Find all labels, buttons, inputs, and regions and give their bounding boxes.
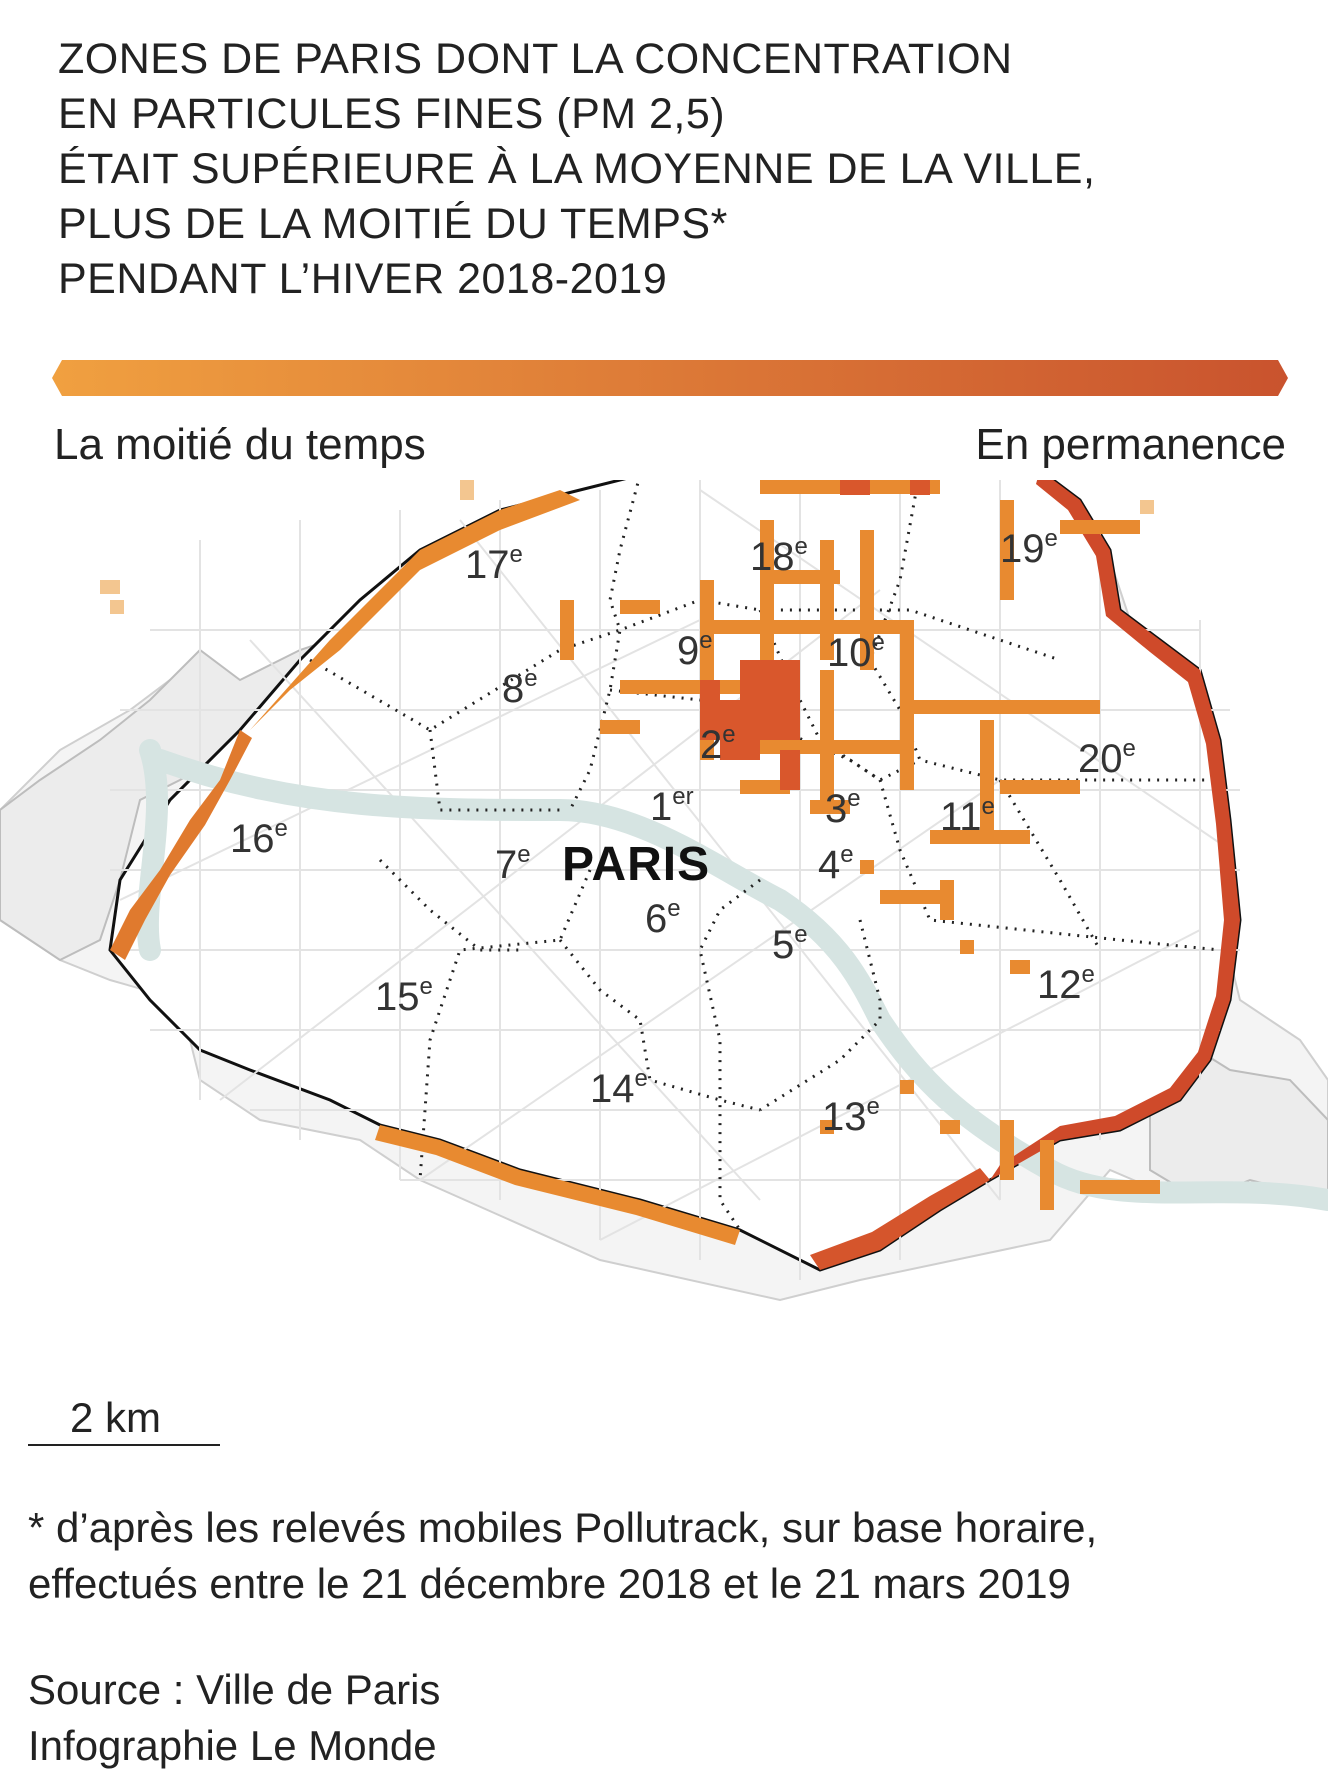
arrondissement-labels: 1er 2e 3e 4e 5e 6e 7e 8e 9e 10e 11e 12e … [230,525,1136,1139]
footnote-line: * d’après les relevés mobiles Pollutrack… [28,1504,1098,1551]
title-line: ZONES DE PARIS DONT LA CONCENTRATION [58,35,1013,83]
arr-label-12: 12e [1037,961,1095,1007]
city-label: PARIS [562,838,710,891]
arr-label-10: 10e [827,629,885,675]
paris-map: 1er 2e 3e 4e 5e 6e 7e 8e 9e 10e 11e 12e … [0,480,1328,1302]
source-credit: Source : Ville de Paris [28,1666,441,1713]
scale-bar [28,1444,220,1446]
legend-high-label: En permanence [975,420,1286,469]
credits: Source : Ville de Paris Infographie Le M… [28,1662,440,1774]
arr-label-11: 11e [940,793,995,839]
arr-label-8: 8e [502,665,538,711]
title-line: ÉTAIT SUPÉRIEURE À LA MOYENNE DE LA VILL… [58,145,1096,193]
arr-label-20: 20e [1078,735,1136,781]
arr-label-2: 2e [700,721,736,767]
arr-label-16: 16e [230,815,288,861]
scale-label: 2 km [70,1394,162,1441]
page-title: ZONES DE PARIS DONT LA CONCENTRATION EN … [58,32,1288,307]
arr-label-18: 18e [750,533,808,579]
footnote-line: effectués entre le 21 décembre 2018 et l… [28,1560,1071,1607]
arr-label-15: 15e [375,973,433,1019]
arr-label-6: 6e [645,895,681,941]
title-line: PENDANT L’HIVER 2018-2019 [58,255,668,303]
title-line: EN PARTICULES FINES (PM 2,5) [58,90,726,138]
arr-label-7: 7e [495,841,531,887]
arr-label-17: 17e [465,541,523,587]
arr-label-1: 1er [650,783,694,829]
pollution-zones [100,480,1240,1270]
arr-label-5: 5e [772,921,808,967]
arr-label-19: 19e [1000,525,1058,571]
arr-label-14: 14e [590,1065,648,1111]
legend-low-label: La moitié du temps [54,420,426,469]
legend-gradient-bar [52,360,1288,396]
arr-label-3: 3e [825,785,861,831]
infographie-credit: Infographie Le Monde [28,1722,437,1769]
title-line: PLUS DE LA MOITIÉ DU TEMPS* [58,200,728,248]
arr-label-13: 13e [822,1093,880,1139]
footnote: * d’après les relevés mobiles Pollutrack… [28,1500,1318,1612]
arr-label-4: 4e [818,841,854,887]
arr-label-9: 9e [677,627,713,673]
